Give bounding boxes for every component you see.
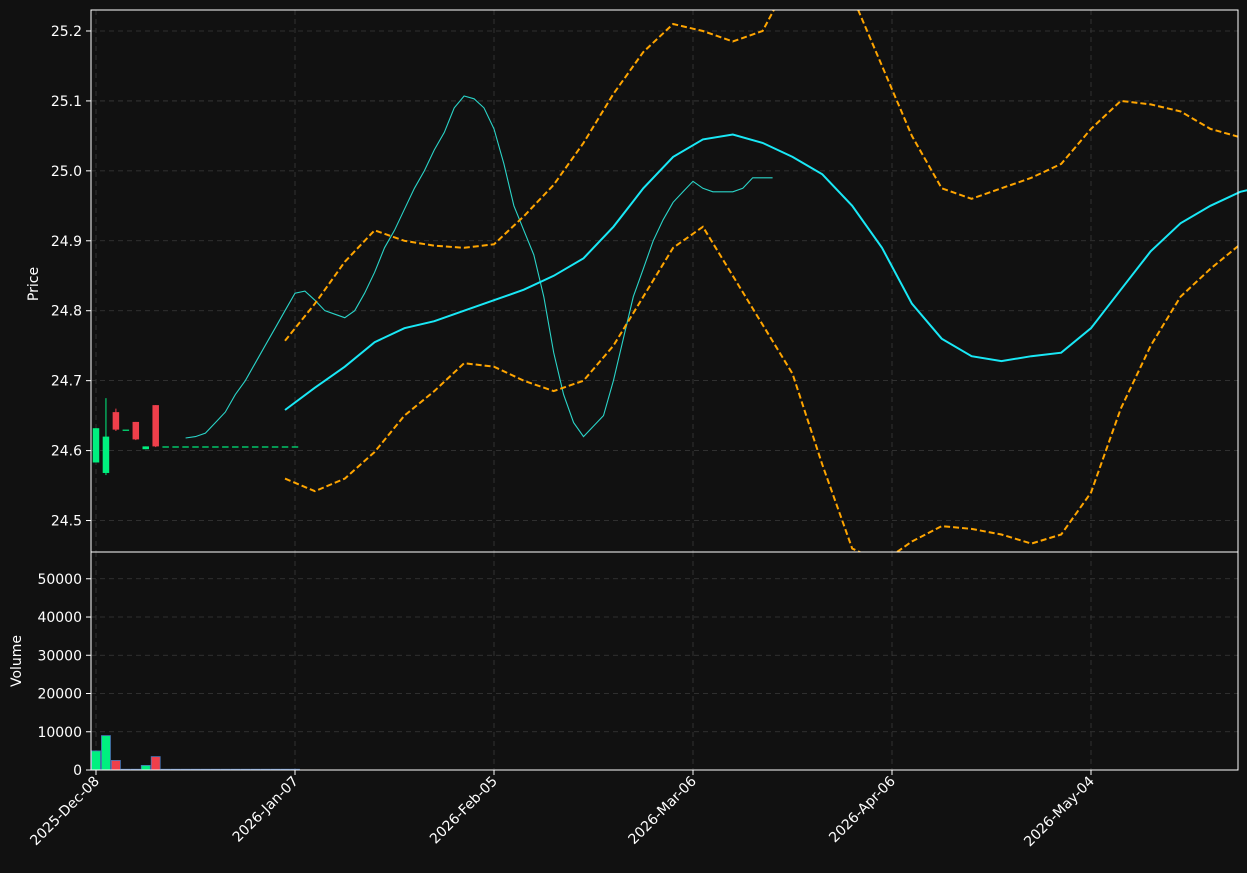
volume-bar	[140, 765, 151, 771]
candle-body	[281, 446, 289, 448]
candles	[92, 398, 299, 476]
volume-tick-label: 20000	[37, 687, 82, 703]
moving-average-lines	[185, 95, 1247, 439]
candle-body	[102, 436, 110, 473]
volume-tick-label: 0	[73, 763, 82, 779]
volume-panel-frame	[90, 551, 1239, 771]
candle-body	[202, 446, 209, 448]
volume-tick-label: 50000	[37, 572, 82, 588]
price-tick-label: 24.7	[51, 374, 82, 390]
candle-body	[212, 446, 219, 448]
band-lines	[284, 10, 1238, 552]
candle-body	[271, 446, 279, 448]
candle-body	[242, 446, 249, 448]
candle-body	[251, 446, 259, 448]
volume-bar	[91, 750, 101, 771]
price-tick-label: 25.2	[51, 24, 82, 40]
volume-axis-title: Volume	[9, 635, 25, 687]
candle-body	[162, 446, 169, 448]
candle-body	[192, 446, 199, 448]
candle-body	[122, 429, 130, 431]
candle-body	[112, 412, 120, 430]
volume-tick-label: 10000	[37, 725, 82, 741]
volume-y-ticks: 0 10000 20000 30000 40000 50000	[37, 572, 91, 779]
price-panel: 24.5 24.6 24.7 24.8 24.9 25.0 25.1 25.2 Price	[26, 9, 1247, 553]
volume-panel: 0 10000 20000 30000 40000 50000 Volume	[9, 551, 1239, 779]
price-tick-label: 25.0	[51, 164, 82, 180]
ma-slow-line	[284, 133, 1247, 411]
volume-bar	[101, 735, 111, 771]
price-tick-label: 24.8	[51, 304, 82, 320]
price-tick-label: 24.9	[51, 234, 82, 250]
candle-body	[152, 405, 159, 447]
price-y-ticks: 24.5 24.6 24.7 24.8 24.9 25.0 25.1 25.2	[51, 24, 91, 530]
price-grid	[91, 10, 1238, 552]
candle-body	[291, 446, 299, 448]
volume-tick-label: 40000	[37, 610, 82, 626]
candle-body	[172, 446, 179, 448]
ma-fast-line	[185, 95, 773, 439]
volume-bar	[150, 756, 161, 771]
candle-body	[142, 446, 149, 450]
candle-body	[261, 446, 269, 448]
band-upper-line	[284, 10, 1238, 342]
candle-body	[132, 421, 140, 440]
price-tick-label: 24.5	[51, 514, 82, 530]
candle-body	[222, 446, 229, 448]
volume-tick-label: 30000	[37, 648, 82, 664]
price-tick-label: 24.6	[51, 444, 82, 460]
price-axis-title: Price	[26, 267, 42, 301]
price-tick-label: 25.1	[51, 94, 82, 110]
band-lower-line	[284, 225, 1238, 552]
candle-body	[182, 446, 189, 448]
candle-body	[232, 446, 239, 448]
candle-body	[92, 428, 100, 463]
volume-bar	[111, 760, 121, 771]
